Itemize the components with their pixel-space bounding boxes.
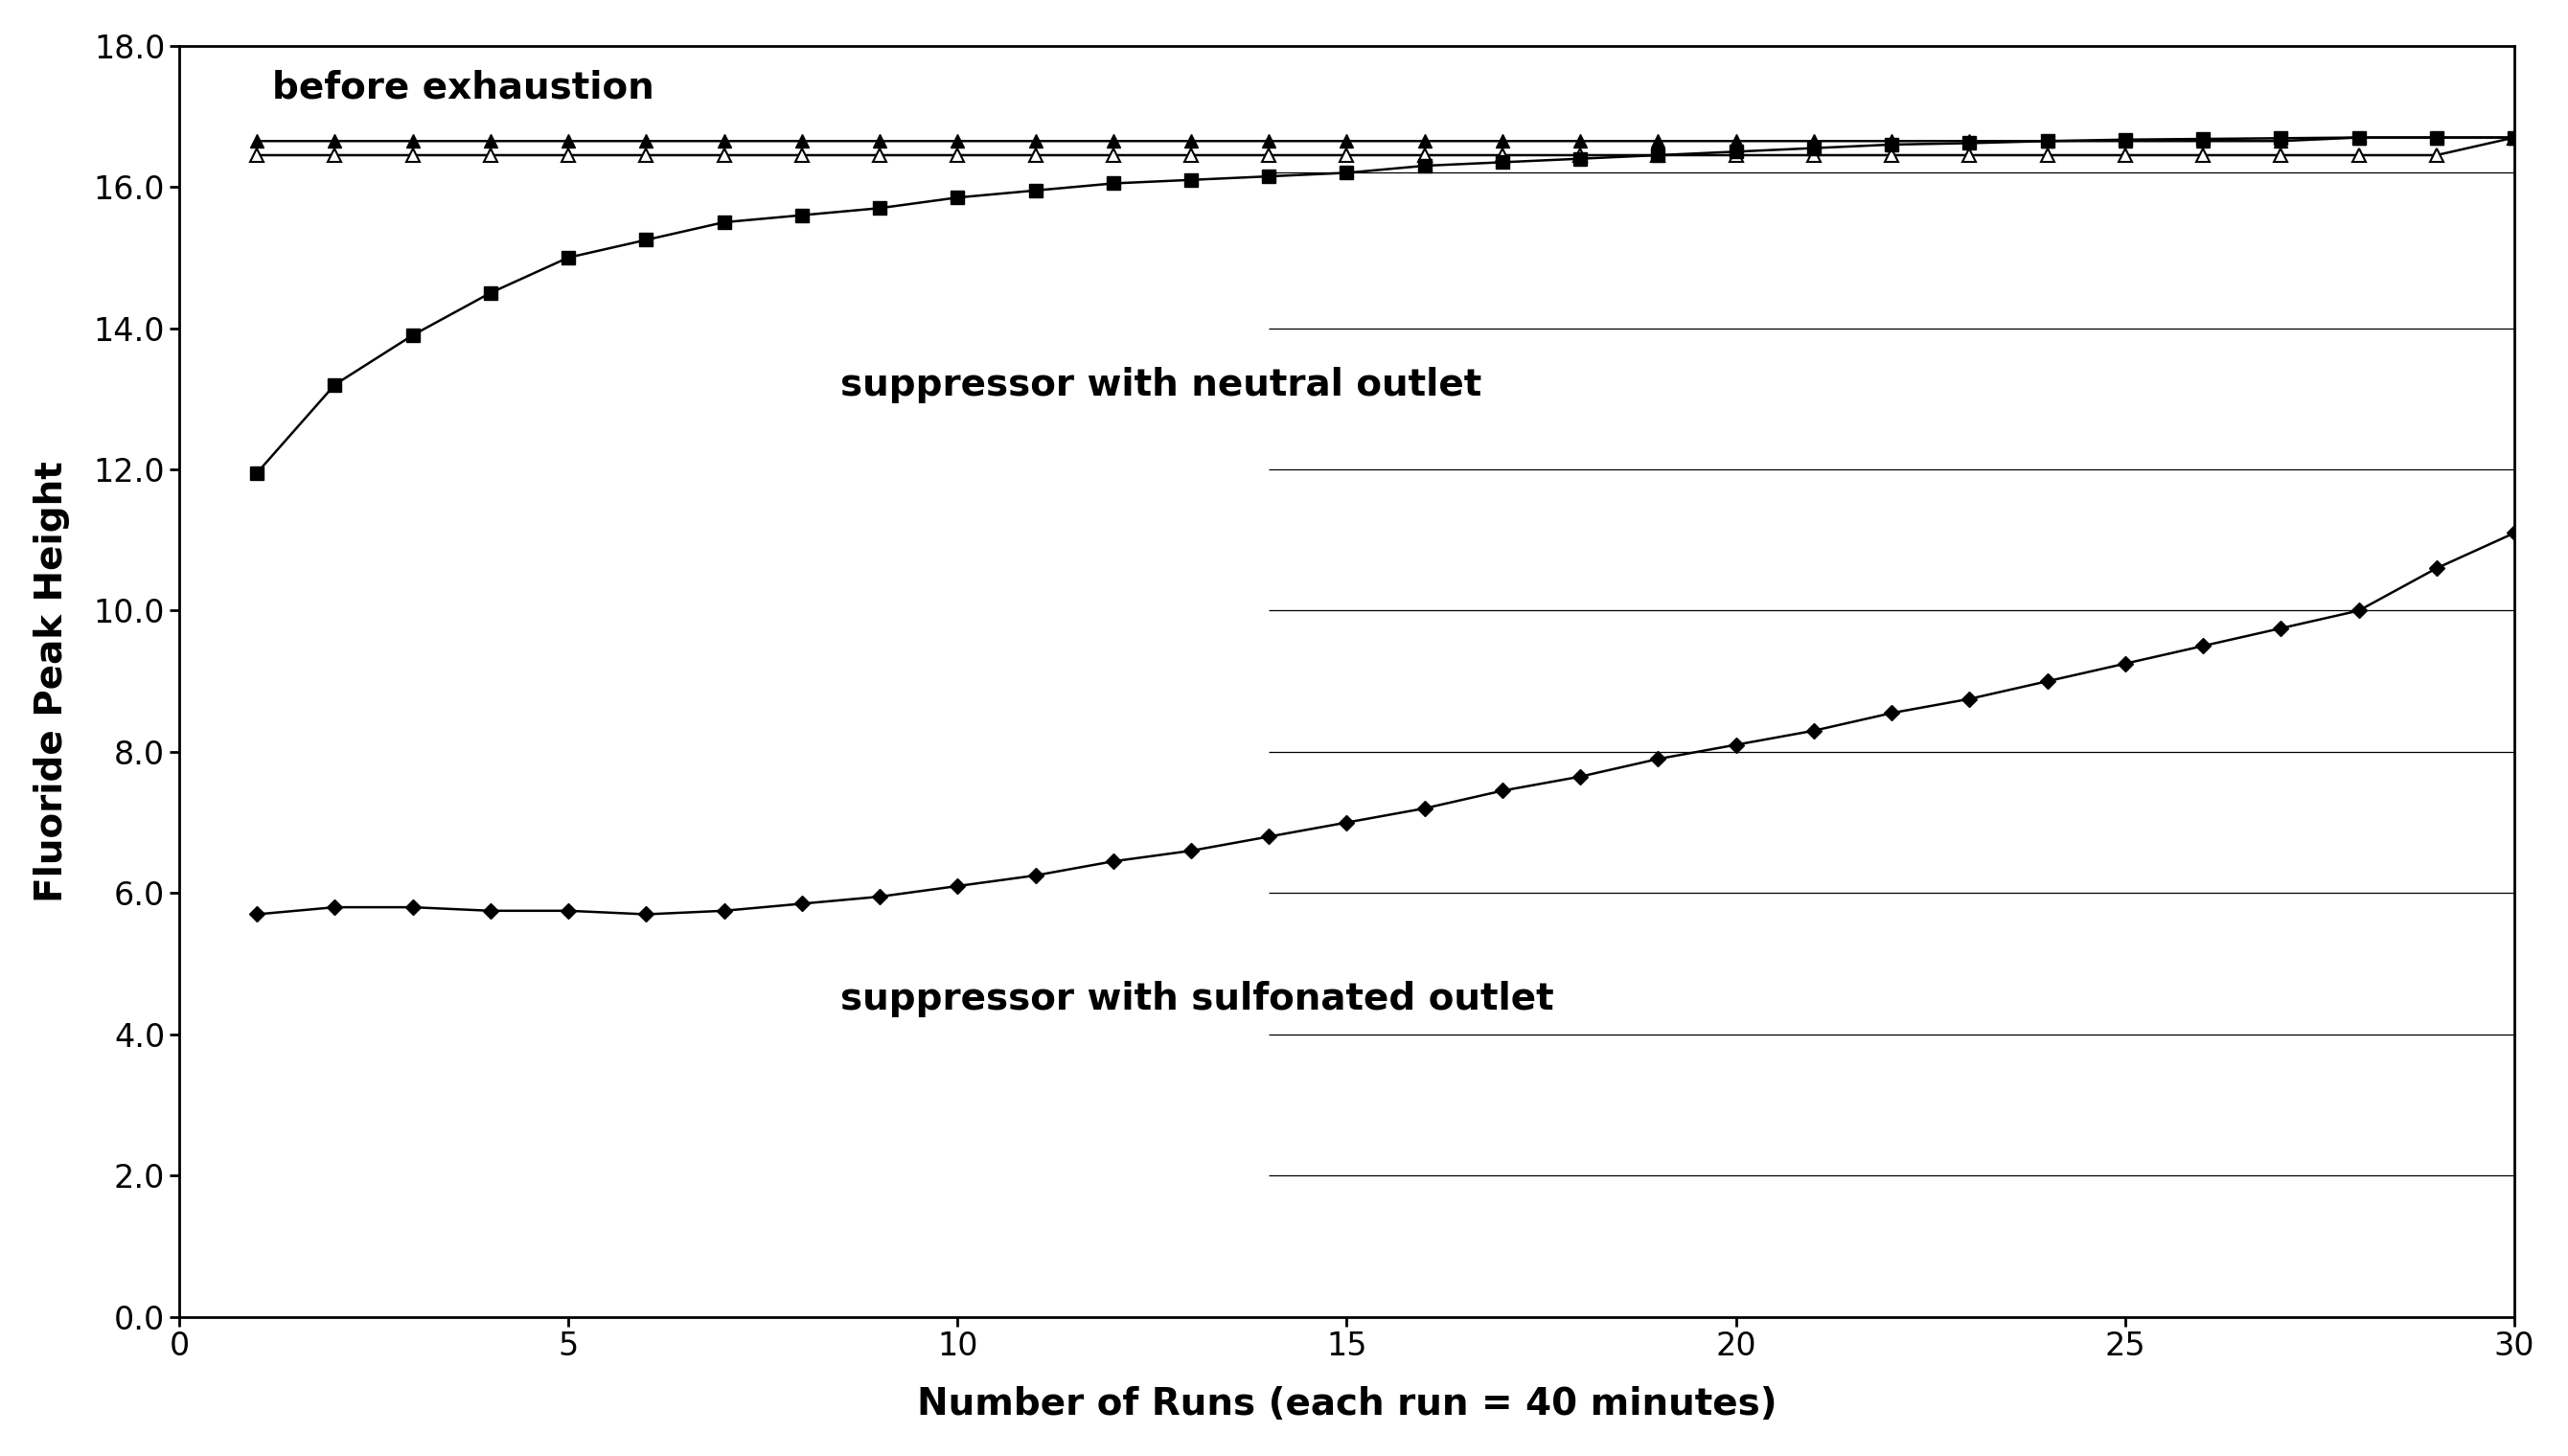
Text: suppressor with neutral outlet: suppressor with neutral outlet: [840, 367, 1482, 403]
Y-axis label: Fluoride Peak Height: Fluoride Peak Height: [33, 460, 69, 901]
Text: suppressor with sulfonated outlet: suppressor with sulfonated outlet: [840, 981, 1554, 1018]
X-axis label: Number of Runs (each run = 40 minutes): Number of Runs (each run = 40 minutes): [917, 1386, 1777, 1423]
Text: before exhaustion: before exhaustion: [272, 70, 655, 106]
